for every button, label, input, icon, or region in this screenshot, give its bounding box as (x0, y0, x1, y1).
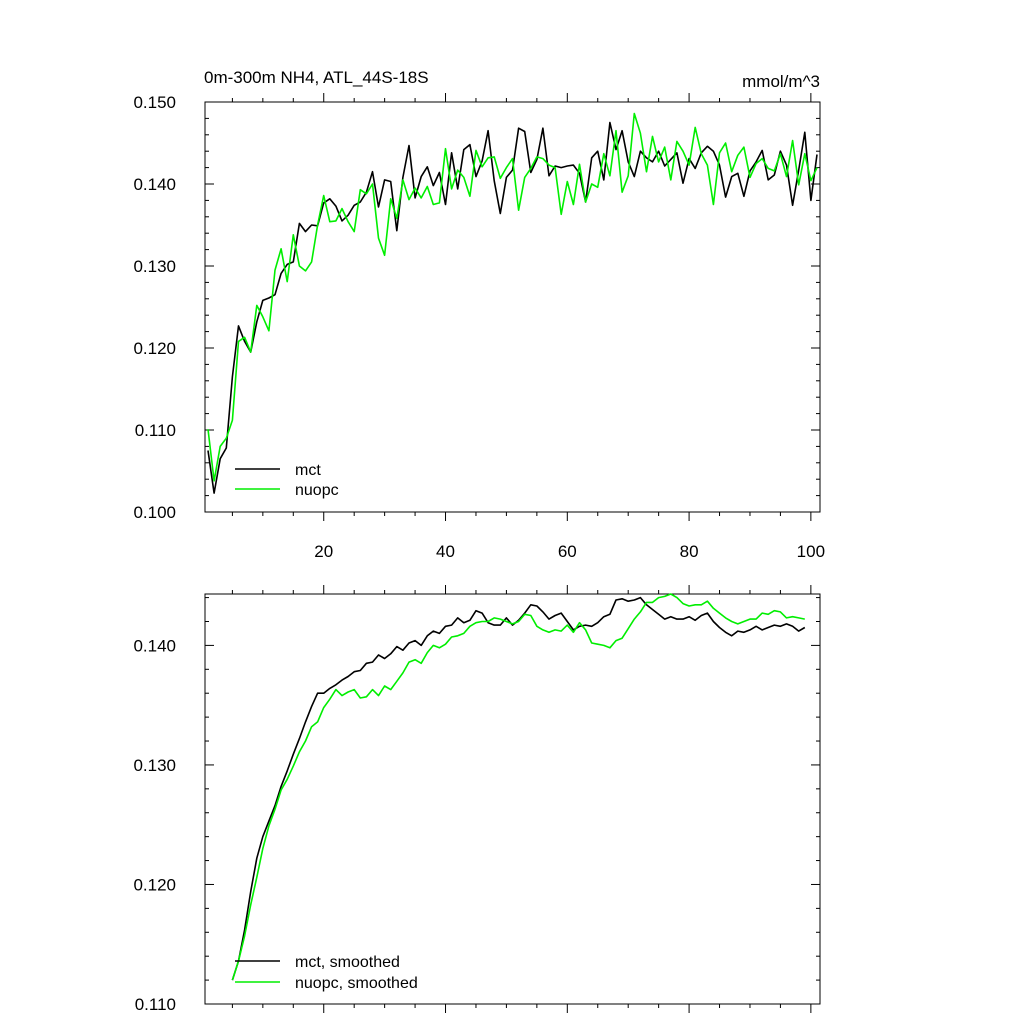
top-y-tick-label: 0.110 (135, 421, 176, 440)
top-y-tick-label: 0.130 (133, 257, 176, 276)
top-series-mct (207, 121, 818, 494)
legend-label-mct: mct (295, 462, 321, 479)
bottom-plot-frame (204, 593, 821, 1005)
legend-label-nuopc-smoothed: nuopc, smoothed (295, 975, 418, 992)
units-label: mmol/m^3 (742, 72, 820, 91)
bottom-series (231, 593, 806, 981)
top-x-tick-label: 60 (558, 542, 577, 561)
bottom-legend: mct, smoothed nuopc, smoothed (235, 954, 418, 992)
top-x-tick-label: 20 (314, 542, 333, 561)
top-y-tick-label: 0.100 (133, 503, 176, 522)
top-x-tick-label: 40 (436, 542, 455, 561)
top-y-tick-label: 0.140 (133, 175, 176, 194)
top-legend: mct nuopc (235, 462, 339, 499)
top-y-tick-label: 0.120 (133, 339, 176, 358)
top-x-tick-label: 100 (797, 542, 825, 561)
top-x-tick-label: 80 (680, 542, 699, 561)
bottom-series-nuopc-smoothed (231, 593, 805, 981)
top-y-tick-label: 0.150 (133, 93, 176, 112)
legend-label-mct-smoothed: mct, smoothed (295, 954, 400, 971)
top-axes: 20 40 60 80 100 0.100 0.110 0.120 0.130 0.140 0.15… (133, 93, 825, 561)
bottom-axes: 0.110 0.120 0.130 0.140 (133, 585, 821, 1014)
bottom-y-tick-label: 0.120 (133, 875, 176, 894)
top-series (207, 112, 818, 494)
top-plot-frame (204, 101, 821, 513)
bottom-y-tick-label: 0.110 (135, 995, 176, 1014)
legend-label-nuopc: nuopc (295, 482, 339, 499)
bottom-y-tick-label: 0.130 (133, 756, 176, 775)
top-series-nuopc (207, 112, 818, 482)
bottom-panel: 0.110 0.120 0.130 0.140 mct, smoothed nuopc… (133, 585, 821, 1014)
bottom-series-mct-smoothed (231, 596, 806, 981)
chart-title: 0m-300m NH4, ATL_44S-18S (204, 68, 429, 87)
bottom-y-tick-label: 0.140 (133, 636, 176, 655)
top-panel: 0m-300m NH4, ATL_44S-18S mmol/m^3 20 40 60… (133, 68, 825, 561)
